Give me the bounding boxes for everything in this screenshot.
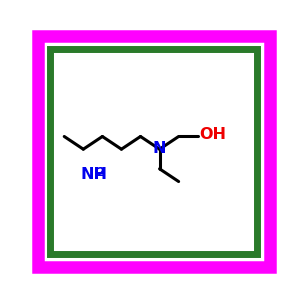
Text: N: N — [153, 140, 166, 155]
Text: OH: OH — [199, 127, 226, 142]
Text: NH: NH — [81, 167, 108, 182]
Text: 2: 2 — [96, 166, 104, 179]
Bar — [50, 49, 257, 254]
